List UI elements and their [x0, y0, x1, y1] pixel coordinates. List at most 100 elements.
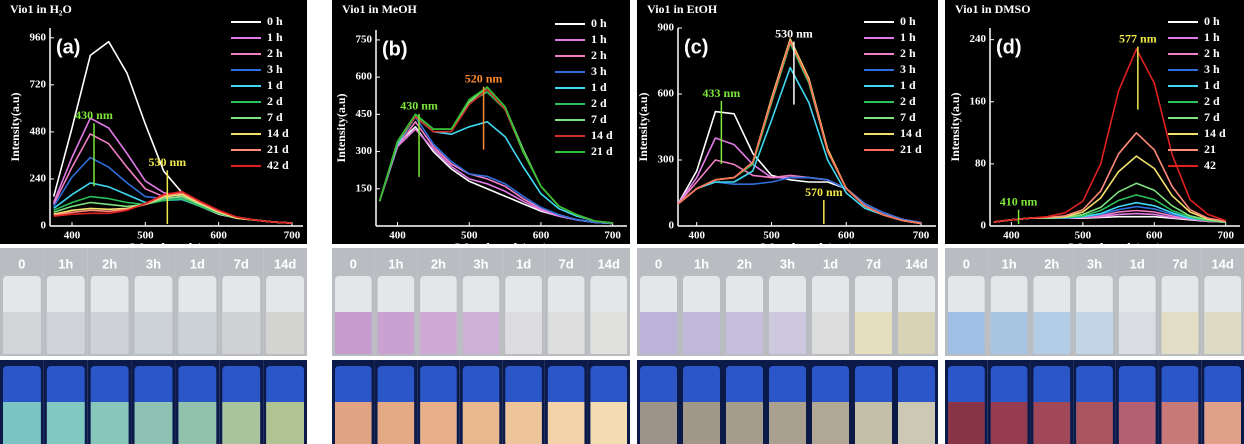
panel-background: [0, 0, 307, 244]
legend-label: 2 d: [267, 94, 283, 108]
x-tick-label: 400: [64, 230, 81, 242]
y-tick-label: 300: [658, 154, 675, 166]
legend-label: 7 d: [900, 110, 916, 124]
vial-label: 3h: [780, 256, 795, 271]
vial-uv-solution: [266, 402, 304, 444]
vial-label: 14d: [905, 256, 927, 271]
x-tick-label: 600: [210, 230, 227, 242]
x-tick-label: 600: [533, 230, 550, 242]
y-tick-label: 300: [356, 145, 373, 157]
legend-label: 1 d: [267, 78, 283, 92]
vial-label: 2h: [431, 256, 446, 271]
legend-label: 3 h: [1204, 62, 1220, 76]
vial-solution: [462, 312, 500, 354]
spectrum-line: [677, 40, 922, 225]
legend-label: 0 h: [1204, 14, 1220, 28]
vial-solution: [377, 312, 415, 354]
annotation: 430 nm: [75, 108, 113, 122]
vial-uv-solution: [222, 402, 261, 444]
x-tick-label: 500: [461, 230, 478, 242]
panel-label: (a): [56, 36, 80, 58]
vial-label: 1d: [190, 256, 205, 271]
legend-label: 0 h: [900, 14, 916, 28]
vial-label: 0: [18, 256, 25, 271]
y-tick-label: 0: [41, 220, 47, 232]
legend-label: 2 d: [591, 96, 607, 110]
vial-uv-solution: [948, 402, 985, 444]
vial-uv-solution: [590, 402, 627, 444]
vial-solution: [898, 312, 935, 354]
y-tick-label: 0: [669, 220, 675, 232]
panel-label: (b): [382, 38, 408, 60]
vial-uv-solution: [1161, 402, 1199, 444]
legend-label: 21 d: [267, 142, 289, 156]
vial-uv-solution: [812, 402, 849, 444]
vial-label: 3h: [1087, 256, 1102, 271]
x-tick-label: 600: [1146, 230, 1163, 242]
vial-solution: [683, 312, 720, 354]
annotation: 530 nm: [775, 26, 813, 40]
vial-label: 14d: [274, 256, 296, 271]
annotation: 430 nm: [400, 99, 438, 113]
vial-solution: [990, 312, 1028, 354]
annotation: 520 nm: [465, 71, 503, 85]
legend-label: 2 h: [591, 48, 607, 62]
x-tick-label: 700: [284, 230, 301, 242]
legend-label: 42: [1204, 158, 1216, 172]
vial-label: 0: [963, 256, 970, 271]
vial-uv-solution: [640, 402, 677, 444]
legend-label: 21: [1204, 142, 1216, 156]
legend-label: 21 d: [900, 142, 922, 156]
x-tick-label: 500: [1075, 230, 1092, 242]
vial-uv-solution: [726, 402, 763, 444]
vial-label: 1d: [823, 256, 838, 271]
vial-uv-solution: [1204, 402, 1241, 444]
y-axis-label: Intensity(a.u): [948, 92, 962, 161]
x-tick-label: 700: [913, 230, 930, 242]
vial-solution: [90, 312, 129, 354]
vial-label: 14d: [598, 256, 620, 271]
vial-uv-solution: [769, 402, 806, 444]
y-axis-label: Intensity(a.u): [636, 92, 650, 161]
legend-label: 14 d: [267, 126, 289, 140]
vial-solution: [948, 312, 985, 354]
vial-uv-solution: [990, 402, 1028, 444]
vial-solution: [420, 312, 457, 354]
legend-label: 21 d: [591, 144, 613, 158]
legend-label: 3 h: [900, 62, 916, 76]
y-tick-label: 80: [975, 157, 987, 169]
vial-label: 7d: [234, 256, 249, 271]
legend-label: 1 d: [1204, 78, 1220, 92]
vial-label: 1d: [516, 256, 531, 271]
annotation: 570 nm: [805, 185, 843, 199]
legend-label: 7 d: [1204, 110, 1220, 124]
y-tick-label: 600: [356, 71, 373, 83]
annotation: 433 nm: [703, 86, 741, 100]
vial-solution: [3, 312, 41, 354]
vial-label: 2h: [1044, 256, 1059, 271]
vial-label: 1h: [694, 256, 709, 271]
x-tick-label: 500: [763, 230, 780, 242]
legend-label: 14 d: [900, 126, 922, 140]
vial-solution: [1118, 312, 1156, 354]
y-tick-label: 150: [356, 182, 373, 194]
vial-label: 7d: [866, 256, 881, 271]
panel-label: (d): [996, 36, 1022, 58]
vial-label: 1h: [1001, 256, 1016, 271]
y-axis-label: Intensity(a.u): [8, 92, 22, 161]
vial-label: 3h: [473, 256, 488, 271]
vial-label: 7d: [1172, 256, 1187, 271]
vial-label: 0: [655, 256, 662, 271]
x-tick-label: 700: [604, 230, 621, 242]
legend-label: 1 d: [900, 78, 916, 92]
legend-label: 1 h: [267, 30, 283, 44]
vial-solution: [505, 312, 542, 354]
legend-label: 14 d: [591, 128, 613, 142]
y-tick-label: 450: [356, 108, 373, 120]
vial-solution: [812, 312, 849, 354]
y-tick-label: 0: [981, 220, 987, 232]
vial-uv-solution: [505, 402, 542, 444]
legend-label: 2 d: [900, 94, 916, 108]
chart-title: Vio1 in MeOH: [342, 2, 418, 16]
panel-label: (c): [684, 36, 708, 58]
